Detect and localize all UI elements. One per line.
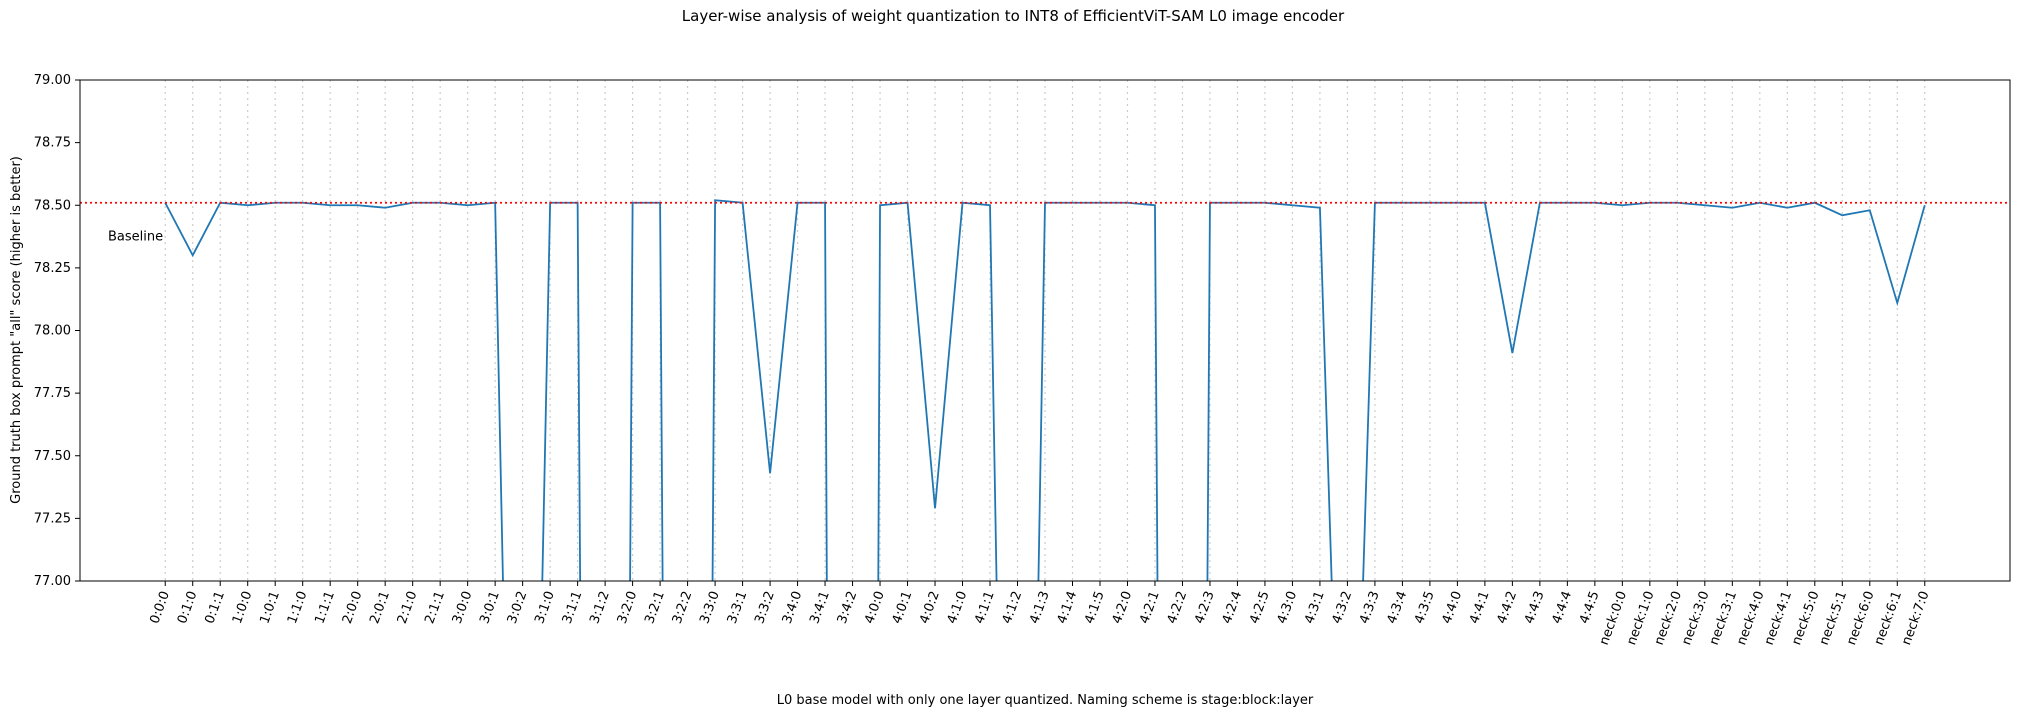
x-tick-label: 3:3:1 [725, 589, 751, 626]
x-tick-label: 3:2:2 [670, 589, 696, 626]
x-tick-label: 2:0:1 [367, 589, 393, 626]
x-tick-label: 3:0:1 [477, 589, 503, 626]
x-tick-label: 0:0:0 [147, 589, 173, 626]
x-tick-label: 1:1:0 [285, 589, 311, 626]
chart-title: Layer-wise analysis of weight quantizati… [682, 7, 1345, 25]
x-tick-label: 3:4:1 [807, 589, 833, 626]
x-tick-label: 4:1:3 [1027, 589, 1053, 626]
y-tick-label: 79.00 [34, 73, 71, 88]
x-tick-label: 3:2:1 [642, 589, 668, 626]
x-tick-label: 4:3:0 [1275, 589, 1301, 626]
y-tick-label: 78.00 [34, 324, 71, 339]
x-tick-label: 4:0:2 [917, 589, 943, 626]
x-tick-label: neck:7:0 [1899, 589, 1932, 647]
x-tick-label: 0:1:0 [175, 589, 201, 626]
x-tick-label: 4:4:5 [1577, 589, 1603, 626]
x-tick-label: 4:3:2 [1330, 589, 1356, 626]
y-tick-label: 77.50 [34, 449, 71, 464]
x-tick-label: 0:1:1 [202, 589, 228, 626]
y-tick-label: 78.75 [34, 136, 71, 151]
x-tick-label: 4:1:2 [1000, 589, 1026, 626]
x-tick-label: 1:0:0 [230, 589, 256, 626]
x-tick-label: 4:3:4 [1385, 589, 1411, 626]
x-tick-label: 4:2:3 [1192, 589, 1218, 626]
x-tick-label: 4:4:2 [1495, 589, 1521, 626]
x-tick-label: 3:3:0 [697, 589, 723, 626]
x-tick-label: 4:2:5 [1247, 589, 1273, 626]
x-tick-label: 4:1:0 [945, 589, 971, 626]
x-tick-label: 4:2:4 [1220, 589, 1246, 626]
x-tick-label: 1:1:1 [312, 589, 338, 626]
x-tick-label: 4:3:5 [1412, 589, 1438, 626]
x-tick-label: 4:1:1 [972, 589, 998, 626]
x-tick-label: 4:2:1 [1137, 589, 1163, 626]
y-axis-label: Ground truth box prompt "all" score (hig… [9, 156, 24, 504]
x-tick-label: 3:1:0 [532, 589, 558, 626]
x-tick-label: 4:4:4 [1550, 589, 1576, 626]
y-tick-label: 77.25 [34, 511, 71, 526]
x-tick-label: 3:2:0 [615, 589, 641, 626]
x-tick-label: 3:4:0 [780, 589, 806, 626]
x-tick-label: 3:1:1 [560, 589, 586, 626]
x-tick-label: 3:3:2 [752, 589, 778, 626]
x-tick-label: 4:4:1 [1467, 589, 1493, 626]
y-tick-label: 77.00 [34, 574, 71, 589]
x-tick-label: 4:1:5 [1082, 589, 1108, 626]
y-tick-label: 78.25 [34, 261, 71, 276]
x-tick-label: 4:4:0 [1440, 589, 1466, 626]
x-tick-label: 4:2:2 [1165, 589, 1191, 626]
y-tick-label: 78.50 [34, 198, 71, 213]
x-tick-label: 3:0:2 [505, 589, 531, 626]
x-tick-label: 4:1:4 [1055, 589, 1081, 626]
x-tick-label: 3:4:2 [835, 589, 861, 626]
x-tick-label: 4:2:0 [1110, 589, 1136, 626]
x-tick-label: 2:1:1 [422, 589, 448, 626]
x-tick-label: 4:3:3 [1357, 589, 1383, 626]
x-tick-label: 4:0:0 [862, 589, 888, 626]
plot-frame [79, 79, 2011, 582]
x-tick-label: 3:1:2 [587, 589, 613, 626]
x-axis-label: L0 base model with only one layer quanti… [777, 693, 1314, 708]
x-tick-label: 4:4:3 [1522, 589, 1548, 626]
x-tick-label: 1:0:1 [257, 589, 283, 626]
y-tick-label: 77.75 [34, 386, 71, 401]
x-tick-label: 4:0:1 [890, 589, 916, 626]
x-tick-label: 3:0:0 [450, 589, 476, 626]
x-tick-label: 4:3:1 [1302, 589, 1328, 626]
x-tick-label: 2:0:0 [340, 589, 366, 626]
x-tick-label: 2:1:0 [395, 589, 421, 626]
baseline-label: Baseline [108, 230, 163, 245]
